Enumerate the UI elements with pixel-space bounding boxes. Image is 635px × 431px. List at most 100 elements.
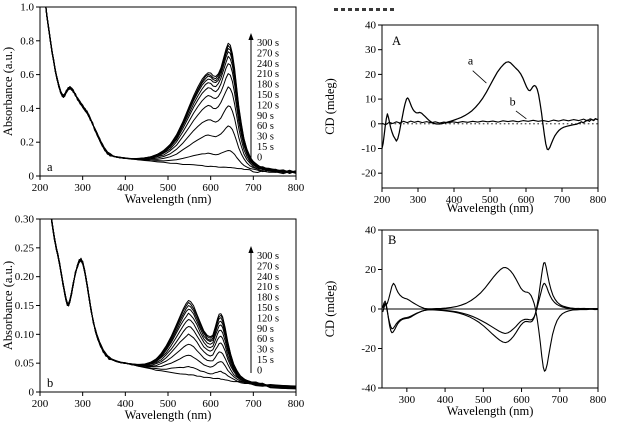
y-tick-label: 20 xyxy=(365,264,377,276)
arrow-up-icon xyxy=(248,246,254,253)
series-group xyxy=(45,7,296,175)
y-tick-label: 10 xyxy=(365,94,377,106)
legend-entry: 210 s xyxy=(257,69,279,80)
legend-entry: 60 s xyxy=(257,334,274,345)
legend-entry: 30 s xyxy=(257,132,274,143)
series-a xyxy=(382,61,598,151)
x-tick-label: 700 xyxy=(245,398,262,410)
x-tick-label: 300 xyxy=(74,398,91,410)
y-tick-label: 0.05 xyxy=(15,358,35,370)
x-axis-title: Wavelength (nm) xyxy=(125,192,212,206)
legend-entry: 60 s xyxy=(257,121,274,132)
panel-letter: A xyxy=(392,34,401,48)
legend-entry: 120 s xyxy=(257,100,279,111)
x-tick-label: 700 xyxy=(245,182,262,194)
y-axis-title: Absorbance (a.u.) xyxy=(1,261,15,350)
y-tick-label: 0.6 xyxy=(20,69,34,81)
legend-entry: 180 s xyxy=(257,293,279,304)
y-tick-label: 40 xyxy=(365,225,377,237)
legend-entry: 30 s xyxy=(257,345,274,356)
legend-entry: 90 s xyxy=(257,324,274,335)
y-tick-label: -20 xyxy=(361,343,376,355)
legend-entry: 270 s xyxy=(257,261,279,272)
y-tick-label: 0.30 xyxy=(15,215,35,226)
y-axis-title: CD (mdeg) xyxy=(323,78,337,135)
legend-entry: 150 s xyxy=(257,303,279,314)
y-tick-label: -40 xyxy=(361,383,376,395)
x-tick-label: 800 xyxy=(288,182,305,194)
chart-panel-cd-B: 300 400 500 600 700 800 -40 -20 0 20 40 Wavelength … xyxy=(323,225,607,419)
chart-panel-cd-A: 200 300 400 500 600 700 800 -20 -10 0 10 20 30 40 Wave… xyxy=(323,20,607,216)
series-group xyxy=(382,262,598,372)
panel-letter: B xyxy=(388,233,396,247)
legend-entry: 300 s xyxy=(257,251,279,262)
x-tick-label: 600 xyxy=(202,182,219,194)
y-axis-title: Absorbance (a.u.) xyxy=(1,47,15,136)
y-tick-label: 40 xyxy=(365,20,377,32)
chart-panel-absorbance-b: 200 300 400 500 600 700 800 0 0.05 0.10 0.15 0.20 0.… xyxy=(1,215,305,422)
y-tick-label: 0.25 xyxy=(15,242,35,254)
x-tick-label: 400 xyxy=(437,394,454,406)
leader-line xyxy=(515,110,527,120)
arrow-up-icon xyxy=(248,33,254,40)
legend-entry: 120 s xyxy=(257,313,279,324)
series-0 xyxy=(51,219,296,389)
legend-entry: 150 s xyxy=(257,90,279,101)
y-tick-label: 30 xyxy=(365,44,377,56)
y-tick-label: 0 xyxy=(29,171,35,183)
x-tick-label: 600 xyxy=(202,398,219,410)
series-group xyxy=(382,61,598,151)
x-tick-label: 300 xyxy=(74,182,91,194)
panel-letter: a xyxy=(47,160,53,174)
y-tick-label: 0.2 xyxy=(20,137,34,149)
chart-panel-absorbance-a: 200 300 400 500 600 700 800 0 0.2 0.4 0.6 0.8 1.0 Wav… xyxy=(1,2,305,207)
legend-entry: 0 xyxy=(257,152,262,163)
x-tick-label: 400 xyxy=(446,194,463,206)
y-tick-label: -10 xyxy=(361,143,376,155)
y-tick-label: 20 xyxy=(365,69,377,81)
x-tick-label: 600 xyxy=(518,194,535,206)
x-axis-title: Wavelength (nm) xyxy=(447,404,534,418)
y-tick-label: 0.8 xyxy=(20,35,34,47)
x-tick-label: 600 xyxy=(513,394,530,406)
y-tick-label: 0 xyxy=(371,118,377,130)
leader-line xyxy=(472,70,487,84)
x-tick-label: 800 xyxy=(590,194,607,206)
x-axis-title: Wavelength (nm) xyxy=(125,408,212,422)
legend-entry: 0 xyxy=(257,365,262,376)
y-tick-label: 0.10 xyxy=(15,329,35,341)
legend-entry: 240 s xyxy=(257,59,279,70)
x-tick-label: 500 xyxy=(160,398,177,410)
legend-entry: 300 s xyxy=(257,38,279,49)
series-b xyxy=(382,118,598,126)
y-tick-label: 0.4 xyxy=(20,103,34,115)
x-tick-label: 500 xyxy=(482,194,499,206)
legend-entry: 15 s xyxy=(257,142,274,153)
legend-entry: 240 s xyxy=(257,272,279,283)
curve-label: a xyxy=(468,54,474,68)
y-tick-label: 0.20 xyxy=(15,271,35,283)
x-tick-label: 200 xyxy=(32,182,49,194)
panel-letter: b xyxy=(47,376,53,390)
legend-entry: 90 s xyxy=(257,111,274,122)
x-tick-label: 800 xyxy=(288,398,305,410)
x-tick-label: 500 xyxy=(475,394,492,406)
plot-frame xyxy=(381,24,599,189)
curve-label: b xyxy=(510,94,516,108)
legend-entry: 15 s xyxy=(257,355,274,366)
x-tick-label: 400 xyxy=(117,398,134,410)
x-axis-title: Wavelength (nm) xyxy=(447,201,534,215)
series-curve-2 xyxy=(382,262,598,344)
series-curve-1 xyxy=(382,266,598,372)
x-tick-label: 300 xyxy=(399,394,416,406)
legend-entry: 210 s xyxy=(257,282,279,293)
x-tick-label: 500 xyxy=(160,182,177,194)
y-tick-label: 0 xyxy=(371,304,377,316)
y-tick-label: 0 xyxy=(29,387,35,399)
x-tick-label: 400 xyxy=(117,182,134,194)
x-tick-label: 200 xyxy=(374,194,391,206)
x-tick-label: 800 xyxy=(590,394,607,406)
